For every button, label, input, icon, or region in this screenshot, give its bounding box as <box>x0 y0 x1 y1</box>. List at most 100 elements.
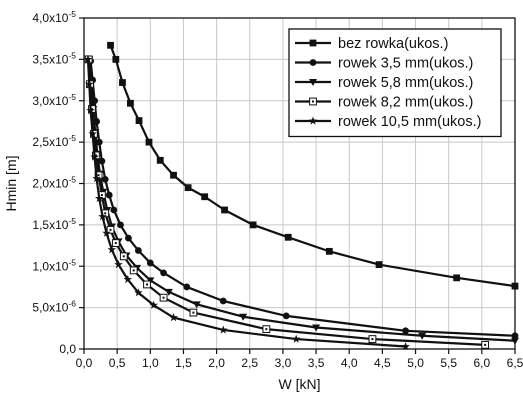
data-point <box>282 312 290 320</box>
legend-marker <box>308 116 318 125</box>
legend: bez rowka(ukos.) rowek 3,5 mm(ukos.) rowek… <box>288 28 502 138</box>
data-point <box>218 325 228 334</box>
data-point <box>107 41 114 49</box>
data-point <box>183 283 191 291</box>
series-line <box>86 59 406 348</box>
legend-item: rowek 3,5 mm(ukos.) <box>295 56 473 72</box>
x-tick-label: 1,0 <box>142 356 159 370</box>
data-point <box>184 184 192 192</box>
legend-item: rowek 5,8 mm(ukos.) <box>295 75 473 91</box>
data-point <box>375 261 383 268</box>
data-point <box>90 152 99 161</box>
data-point <box>146 259 154 267</box>
x-tick-label: 0,5 <box>109 356 126 370</box>
x-tick-label: 2,0 <box>208 356 225 370</box>
y-tick-label: 2,0x10-5 <box>32 175 76 191</box>
y-tick-label: 2,5x10-5 <box>32 133 76 149</box>
data-point-dot <box>371 338 374 341</box>
axes: 0,0 0,5 1,0 1,5 2,0 2,5 3,0 3,5 4,0 4,5 5,0 5,5 6,0 6… <box>32 9 523 370</box>
data-point-dot <box>162 296 165 299</box>
legend-marker-dot <box>312 100 314 103</box>
data-point <box>284 233 292 241</box>
data-point-dot <box>90 108 93 111</box>
data-point <box>453 274 461 282</box>
data-point <box>127 99 134 107</box>
x-tick-label: 6,0 <box>474 356 491 370</box>
legend-label: bez rowka(ukos.) <box>338 36 448 52</box>
x-tick-label: 1,5 <box>175 356 192 370</box>
data-point-dot <box>100 194 103 197</box>
data-point-dot <box>192 311 195 314</box>
data-point <box>249 221 257 229</box>
y-tick-label: 1,0x10-5 <box>32 257 76 273</box>
x-tick-label: 4,5 <box>374 356 391 370</box>
x-tick-label: 5,5 <box>440 356 457 370</box>
data-point <box>201 193 209 201</box>
data-point-dot <box>484 343 487 346</box>
data-point <box>101 175 109 183</box>
y-tick-label: 3,0x10-5 <box>32 92 76 108</box>
data-point <box>239 313 248 321</box>
legend-item: rowek 8,2 mm(ukos.) <box>295 95 473 111</box>
data-point <box>135 117 143 125</box>
data-point <box>119 79 126 86</box>
y-tick-label: 1,5x10-5 <box>32 216 76 232</box>
y-tick-label: 5,0x10-6 <box>32 299 76 315</box>
data-point <box>117 221 124 229</box>
series-4 <box>84 55 490 349</box>
y-tick-label: 3,5x10-5 <box>32 50 76 66</box>
data-point <box>402 327 409 335</box>
data-point-dot <box>109 228 112 231</box>
series-1 <box>107 41 519 290</box>
data-point-dot <box>104 212 107 215</box>
data-point <box>145 138 153 146</box>
data-point <box>110 206 118 214</box>
data-point <box>221 206 228 214</box>
x-tick-label: 5,0 <box>407 356 424 370</box>
data-point <box>164 288 173 296</box>
data-point <box>85 79 94 88</box>
data-point-dot <box>94 154 97 157</box>
data-point-dot <box>97 174 100 177</box>
data-point <box>192 301 201 309</box>
data-point <box>102 228 111 237</box>
data-point <box>105 191 113 199</box>
data-point <box>156 156 164 164</box>
plot-frame <box>83 17 516 350</box>
legend-label: rowek 3,5 mm(ukos.) <box>338 56 473 72</box>
legend-label: rowek 5,8 mm(ukos.) <box>338 75 473 91</box>
series-5 <box>83 54 410 351</box>
data-point <box>169 313 178 322</box>
data-point-dot <box>132 269 135 272</box>
legend-marker <box>309 59 317 66</box>
legend-label: rowek 8,2 mm(ukos.) <box>338 95 473 111</box>
data-point <box>401 342 410 351</box>
x-tick-label: 6,5 <box>507 356 523 370</box>
data-point <box>83 54 93 64</box>
x-tick-label: 3,5 <box>308 356 325 370</box>
x-tick-label: 4,0 <box>341 356 358 370</box>
data-point <box>112 55 120 63</box>
data-point <box>418 332 427 340</box>
data-point <box>125 234 132 242</box>
data-point-dot <box>114 242 117 245</box>
series-2 <box>87 57 519 340</box>
x-tick-label: 0,0 <box>76 356 93 370</box>
y-axis-title: Hmin [m] <box>3 156 19 212</box>
data-point-dot <box>145 283 148 286</box>
data-point <box>291 334 301 343</box>
data-point <box>123 274 133 284</box>
legend-item: rowek 10,5 mm(ukos.) <box>295 114 481 130</box>
data-point <box>134 288 143 297</box>
data-point <box>114 260 123 269</box>
data-point <box>219 297 227 305</box>
data-point <box>98 212 107 221</box>
series-line <box>87 59 486 346</box>
data-point <box>107 245 117 254</box>
data-point <box>149 300 158 309</box>
y-tick-label: 4,0x10-5 <box>32 9 76 25</box>
data-point <box>92 174 101 183</box>
data-point-dot <box>265 328 268 331</box>
x-axis-title: W [kN] <box>279 376 321 392</box>
